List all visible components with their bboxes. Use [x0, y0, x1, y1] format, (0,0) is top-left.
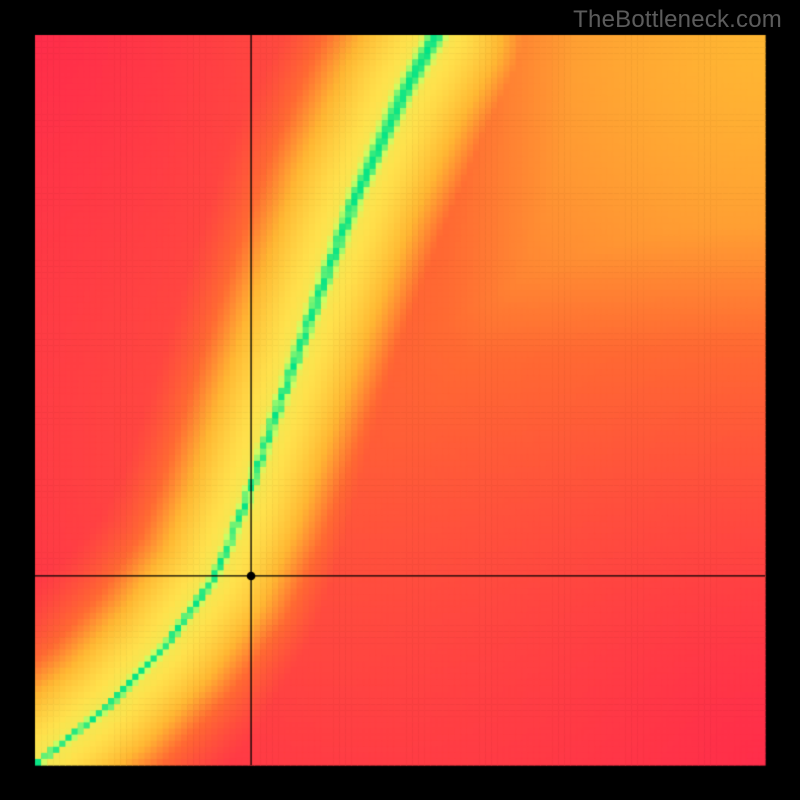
- heatmap-canvas: [0, 0, 800, 800]
- watermark-text: TheBottleneck.com: [573, 6, 782, 34]
- chart-container: TheBottleneck.com: [0, 0, 800, 800]
